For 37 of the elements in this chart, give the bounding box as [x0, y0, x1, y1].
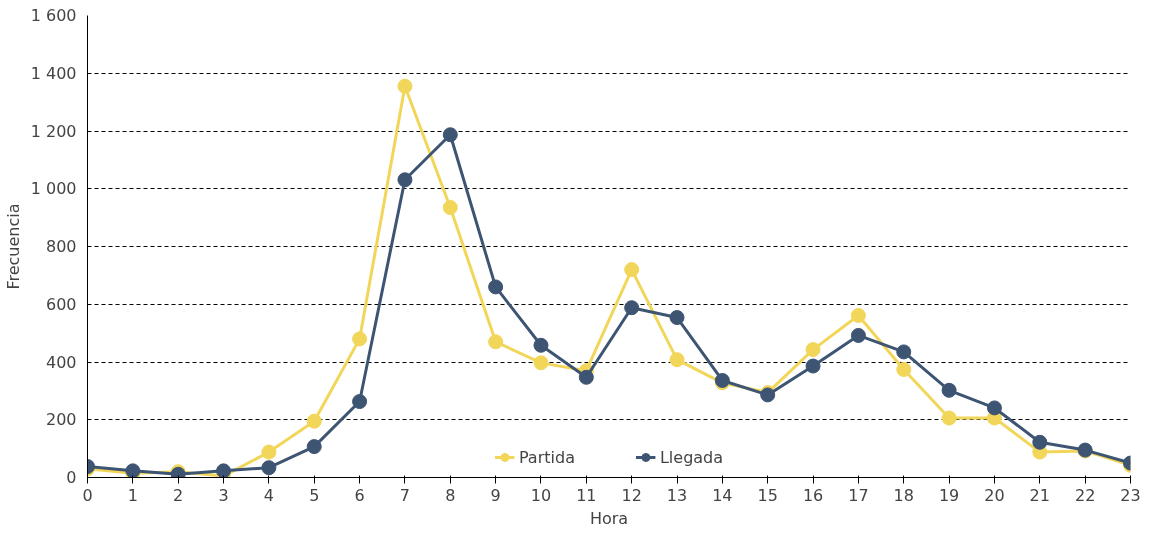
x-tick-label: 17 [848, 485, 869, 505]
x-tick-label: 13 [666, 485, 688, 505]
x-tick-label: 11 [576, 485, 597, 505]
x-tick-label: 2 [173, 485, 184, 505]
x-tick-label: 23 [1120, 485, 1141, 505]
y-tick-label: 0 [66, 468, 77, 487]
x-tick-label: 22 [1074, 485, 1096, 505]
y-axis-title: Frecuencia [3, 203, 23, 290]
x-tick-label: 10 [530, 485, 552, 505]
y-tick-label: 400 [45, 352, 77, 372]
x-tick-label: 4 [263, 485, 274, 505]
x-tick-label: 8 [445, 485, 456, 505]
y-tick-label: 600 [45, 294, 77, 314]
x-tick-label: 0 [82, 485, 93, 505]
y-tick-label: 1 200 [30, 121, 77, 141]
y-tick-label: 800 [45, 237, 77, 256]
y-tick-label: 1 400 [30, 63, 77, 83]
x-tick-label: 14 [712, 485, 733, 505]
x-tick-label: 20 [984, 485, 1005, 505]
x-tick-label: 3 [218, 485, 229, 505]
x-tick-label: 6 [354, 485, 365, 505]
x-tick-label: 1 [127, 485, 138, 505]
x-tick-label: 21 [1029, 485, 1050, 505]
x-tick-label: 16 [802, 485, 824, 505]
y-tick-label: 1 600 [30, 6, 77, 25]
x-tick-label: 18 [893, 485, 914, 505]
x-axis-title: Hora [589, 508, 629, 528]
x-tick-label: 9 [490, 485, 501, 505]
legend-label: Llegada [659, 447, 724, 467]
x-tick-label: 19 [938, 485, 960, 505]
x-tick-label: 12 [621, 485, 642, 505]
x-tick-label: 15 [757, 485, 778, 505]
x-tick-label: 7 [399, 485, 411, 505]
y-tick-label: 1 000 [30, 179, 77, 199]
x-tick-label: 5 [309, 485, 320, 505]
legend-label: Partida [518, 447, 575, 467]
y-tick-label: 200 [45, 410, 77, 430]
